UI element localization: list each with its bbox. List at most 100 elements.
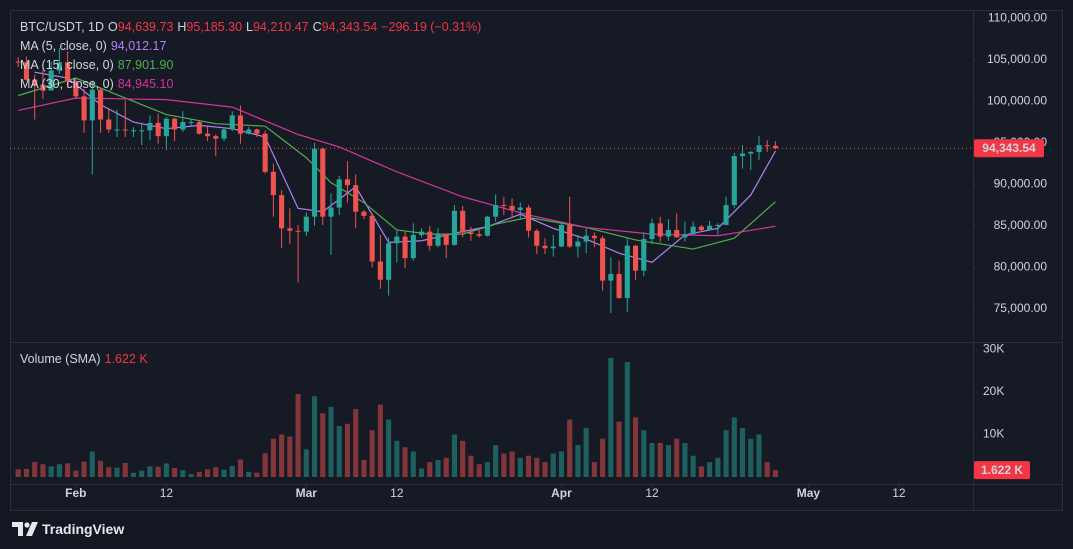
- candle-body: [723, 205, 729, 225]
- candle-body: [254, 129, 260, 134]
- volume-bar: [632, 417, 639, 477]
- volume-bar: [657, 442, 663, 477]
- candle-body: [344, 179, 351, 186]
- ma-name: MA (15, close, 0): [20, 58, 114, 72]
- volume-bar: [731, 417, 737, 477]
- candle-body: [353, 185, 359, 212]
- volume-bar: [608, 357, 614, 477]
- candle-body: [139, 130, 145, 132]
- brand-name: TradingView: [42, 521, 125, 537]
- ma-legend-row: MA (30, close, 0) 84,945.10: [20, 75, 485, 94]
- candle-body: [418, 231, 425, 235]
- candle-body: [649, 223, 655, 240]
- volume-bar: [772, 470, 779, 477]
- volume-bar: [122, 462, 128, 477]
- volume-bar: [394, 440, 400, 477]
- candle-body: [443, 234, 449, 245]
- candle-body: [172, 118, 178, 130]
- volume-bar: [517, 457, 523, 477]
- candle-body: [40, 84, 46, 91]
- candle-body: [81, 96, 87, 121]
- candle-body: [517, 207, 523, 211]
- candle-body: [558, 224, 565, 247]
- candle-body: [377, 261, 383, 280]
- volume-bar: [246, 471, 252, 477]
- candle-body: [509, 205, 515, 211]
- volume-bar: [501, 453, 507, 477]
- candle-body: [698, 226, 704, 230]
- volume-bar: [328, 406, 334, 477]
- volume-bar: [443, 457, 449, 477]
- candle-body: [48, 70, 54, 91]
- volume-bar: [674, 438, 680, 477]
- candle-body: [731, 156, 737, 206]
- candle-body: [147, 122, 153, 131]
- volume-bar: [764, 462, 770, 477]
- ohlc-key: H: [177, 20, 187, 34]
- candle-body: [320, 148, 326, 217]
- volume-bar: [213, 467, 219, 477]
- volume-bar: [509, 451, 515, 477]
- candle-body: [624, 245, 630, 299]
- candle-body: [73, 81, 79, 97]
- candle-body: [229, 115, 235, 130]
- candle-body: [303, 216, 309, 232]
- volume-bar: [575, 445, 581, 477]
- volume-bar: [418, 468, 425, 477]
- volume-bar: [73, 470, 79, 477]
- brand-logo: [12, 522, 38, 536]
- volume-bar: [15, 469, 21, 477]
- volume-bar: [525, 455, 532, 477]
- ma-legend-row: MA (15, close, 0) 87,901.90: [20, 56, 485, 75]
- ohlc-key: O: [108, 20, 118, 34]
- volume-bar: [48, 466, 54, 477]
- volume-bar: [303, 449, 309, 477]
- candle-body: [542, 245, 548, 249]
- candle-body: [295, 230, 301, 232]
- candle-body: [402, 236, 408, 259]
- candle-body: [361, 211, 367, 216]
- branding: TradingView: [12, 519, 124, 539]
- volume-name: Volume (SMA): [20, 352, 101, 366]
- candle-body: [715, 224, 721, 226]
- candle-body: [682, 234, 688, 238]
- volume-y-tick-label: 10K: [983, 427, 1004, 441]
- candle-body: [56, 62, 62, 71]
- candle-body: [65, 62, 71, 82]
- volume-bar: [295, 394, 301, 477]
- volume-bar: [361, 459, 367, 477]
- candle-body: [451, 210, 458, 245]
- volume-bar: [550, 453, 556, 477]
- candle-body: [328, 207, 334, 217]
- volume-bar: [460, 440, 466, 477]
- volume-bar: [114, 467, 120, 477]
- candle-body: [550, 246, 556, 249]
- candle-body: [484, 216, 490, 236]
- candle-body: [707, 225, 713, 230]
- volume-bar: [567, 419, 573, 477]
- ohlc-value: 94,343.54: [321, 20, 378, 34]
- volume-bar: [583, 428, 589, 477]
- volume-bar: [188, 474, 194, 477]
- candle-body: [583, 235, 589, 242]
- price-change: −296.19 (−0.31%): [381, 20, 482, 34]
- volume-bar: [690, 455, 696, 477]
- candle-body: [246, 129, 252, 134]
- last-volume-box: [974, 461, 1030, 480]
- volume-bar: [237, 459, 244, 477]
- ma-value: 94,012.17: [110, 39, 167, 53]
- candle-body: [468, 232, 474, 235]
- y-tick-label: 100,000.00: [987, 93, 1047, 107]
- last-price-box: [974, 139, 1044, 158]
- candle-body: [739, 153, 746, 157]
- candle-body: [287, 228, 293, 231]
- volume-bar: [89, 451, 95, 477]
- ohlc-value: 94,210.47: [252, 20, 309, 34]
- ma-value: 84,945.10: [117, 77, 174, 91]
- candle-body: [180, 122, 186, 130]
- candle-body: [476, 234, 482, 236]
- volume-bars: [15, 357, 779, 477]
- candle-body: [369, 215, 375, 262]
- candle-body: [130, 130, 137, 132]
